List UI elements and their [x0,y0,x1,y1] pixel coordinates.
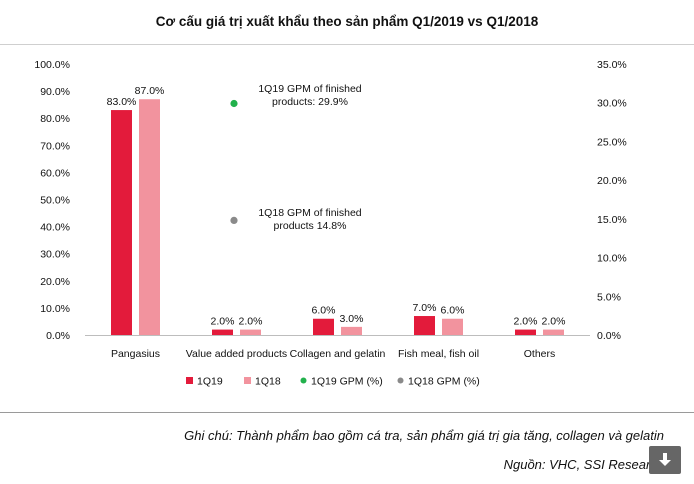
bar [442,318,463,335]
y-right-tick-label: 0.0% [597,330,621,342]
gpm-annotation: 1Q19 GPM of finished [258,83,361,95]
data-label: 2.0% [211,316,235,328]
y-left-tick-label: 90.0% [40,86,70,98]
category-label: Value added products [186,348,287,360]
category-label: Others [524,348,556,360]
legend-swatch [186,377,193,384]
bar [414,316,435,335]
bar [543,329,564,335]
y-right-tick-label: 5.0% [597,291,621,303]
bar [313,318,334,335]
gpm-marker [230,99,238,108]
download-icon [659,453,671,466]
bottom-divider [0,412,694,413]
legend-label: 1Q19 [197,376,223,388]
data-label: 3.0% [340,313,364,325]
category-label: Collagen and gelatin [290,348,386,360]
download-button[interactable] [649,446,681,474]
data-label: 2.0% [514,316,538,328]
bar [139,99,160,335]
y-left-tick-label: 10.0% [40,303,70,315]
legend-label: 1Q18 [255,376,281,388]
data-label: 6.0% [441,305,465,317]
gpm-annotation: products 14.8% [274,220,347,232]
y-right-tick-label: 25.0% [597,136,627,148]
source-note: Nguồn: VHC, SSI Research [503,457,664,472]
y-left-tick-label: 80.0% [40,113,70,125]
y-left-tick-label: 40.0% [40,222,70,234]
legend-swatch [244,377,251,384]
gpm-annotation: products: 29.9% [272,96,348,108]
top-divider [0,44,694,45]
bar [341,326,362,335]
bar [111,110,132,335]
y-left-tick-label: 30.0% [40,249,70,261]
data-label: 83.0% [107,96,137,108]
y-left-tick-label: 70.0% [40,140,70,152]
y-left-tick-label: 20.0% [40,276,70,288]
legend-label: 1Q19 GPM (%) [311,376,383,388]
footnote: Ghi chú: Thành phẩm bao gồm cá tra, sản … [184,428,664,443]
y-left-tick-label: 60.0% [40,167,70,179]
y-right-tick-label: 20.0% [597,175,627,187]
data-label: 2.0% [542,316,566,328]
category-label: Pangasius [111,348,160,360]
y-left-tick-label: 50.0% [40,195,70,207]
bar [212,329,233,335]
data-label: 6.0% [312,305,336,317]
gpm-marker [230,216,238,225]
legend-marker [300,377,307,384]
category-label: Fish meal, fish oil [398,348,479,360]
legend-label: 1Q18 GPM (%) [408,376,480,388]
y-right-tick-label: 15.0% [597,214,627,226]
y-left-tick-label: 0.0% [46,330,70,342]
legend-marker [397,377,404,384]
data-label: 2.0% [239,316,263,328]
bar [515,329,536,335]
y-left-tick-label: 100.0% [34,59,70,71]
data-label: 7.0% [413,302,437,314]
y-right-tick-label: 35.0% [597,59,627,71]
gpm-annotation: 1Q18 GPM of finished [258,207,361,219]
bar [240,329,261,335]
y-right-tick-label: 30.0% [597,98,627,110]
data-label: 87.0% [135,85,165,97]
bar-chart: 0.0% 10.0% 20.0% 30.0% 40.0% 50.0% 60.0% 70.0% 8… [34,59,627,388]
chart-title: Cơ cấu giá trị xuất khẩu theo sản phẩm Q… [155,14,539,29]
y-right-tick-label: 10.0% [597,253,627,265]
